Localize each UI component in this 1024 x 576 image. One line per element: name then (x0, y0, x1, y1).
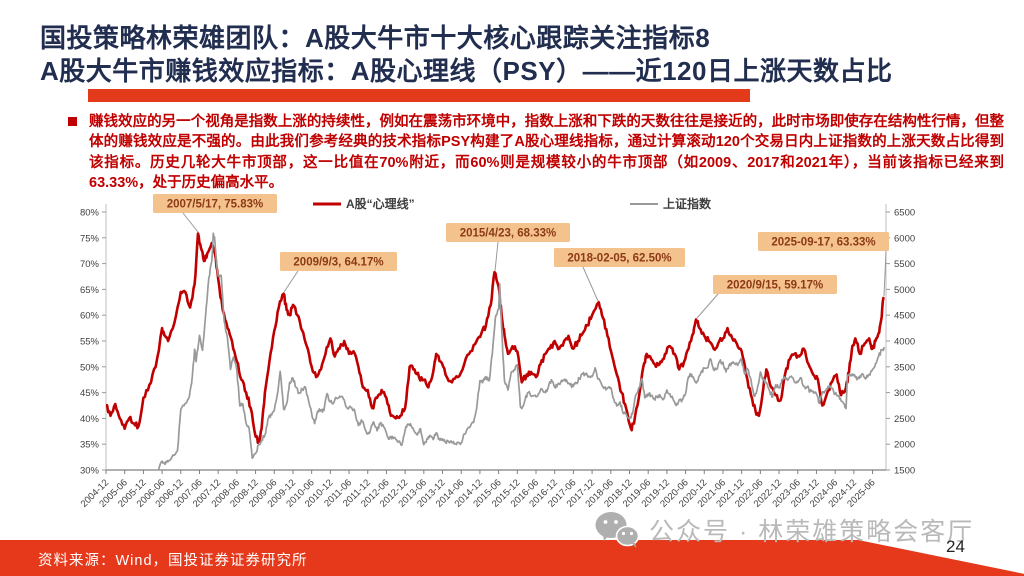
right-axis-label: 1500 (894, 466, 915, 477)
index-line (157, 232, 885, 470)
right-axis-label: 4500 (894, 311, 915, 322)
title-line-1: 国投策略林荣雄团队：A股大牛市十大核心跟踪关注指标8 (40, 23, 711, 53)
annotation-label: 2018-02-05, 62.50% (567, 253, 671, 265)
right-axis-label: 2000 (894, 440, 915, 451)
watermark: 公众号 · 林荣雄策略会客厅 (594, 510, 974, 550)
legend-label: 上证指数 (663, 196, 712, 211)
watermark-text: 公众号 · 林荣雄策略会客厅 (649, 518, 975, 546)
annotation-label: 2009/9/3, 64.17% (293, 257, 383, 269)
annotation: 2015/4/23, 68.33% (446, 223, 570, 272)
right-axis-label: 6500 (894, 208, 915, 219)
annotation: 2018-02-05, 62.50% (554, 248, 685, 302)
source-note: 资料来源：Wind，国投证券证券研究所 (38, 553, 308, 569)
legend-label: A股“心理线” (346, 196, 415, 211)
left-axis-label: 30% (80, 466, 100, 477)
right-axis-label: 2500 (894, 414, 915, 425)
annotation-label: 2007/5/17, 75.83% (167, 199, 264, 211)
legend: A股“心理线” 上证指数 (313, 196, 712, 211)
annotation-box (280, 252, 397, 271)
title-line-2: A股大牛市赚钱效应指标：A股心理线（PSY）——近120日上涨天数占比 (40, 56, 893, 86)
footer-red-band: 资料来源：Wind，国投证券证券研究所 (0, 540, 1024, 576)
annotation-box (446, 223, 570, 242)
right-axis-label: 5500 (894, 259, 915, 270)
page-number: 24 (946, 537, 965, 556)
annotation-box (758, 232, 889, 251)
chart-svg: 80% 75% 70% 65% 60% 55% 50% 45% 40% 35% 30% 6500 600… (79, 194, 915, 510)
annotation-label: 2025-09-17, 63.33% (771, 237, 875, 249)
annotation-box (713, 275, 837, 294)
left-axis-label: 35% (80, 440, 100, 451)
left-axis-label: 50% (80, 362, 100, 373)
annotation-box (554, 248, 685, 267)
page-title: 国投策略林荣雄团队：A股大牛市十大核心跟踪关注指标8 A股大牛市赚钱效应指标：A… (40, 22, 1020, 88)
right-axis-label: 3500 (894, 362, 915, 373)
annotation-label: 2020/9/15, 59.17% (727, 280, 824, 292)
annotation: 2020/9/15, 59.17% (696, 275, 837, 319)
left-axis-label: 45% (80, 388, 100, 399)
annotation: 2009/9/3, 64.17% (280, 252, 397, 293)
summary-text: 赚钱效应的另一个视角是指数上涨的持续性，例如在震荡市环境中，指数上涨和下跌的天数… (89, 114, 1004, 191)
left-axis-label: 70% (80, 259, 100, 270)
title-underline-bar (88, 89, 750, 102)
left-axis-label: 75% (80, 233, 100, 244)
psy-chart: 80% 75% 70% 65% 60% 55% 50% 45% 40% 35% 30% 6500 600… (58, 192, 938, 542)
annotation: 2025-09-17, 63.33% (758, 232, 889, 297)
right-axis-label: 6000 (894, 233, 915, 244)
left-axis-label: 65% (80, 285, 100, 296)
left-axis-label: 80% (80, 208, 100, 219)
left-axis-label: 60% (80, 311, 100, 322)
bullet-square-icon (68, 117, 77, 126)
right-axis-label: 4000 (894, 337, 915, 348)
summary-paragraph: 赚钱效应的另一个视角是指数上涨的持续性，例如在震荡市环境中，指数上涨和下跌的天数… (68, 112, 1004, 193)
annotation-box (153, 194, 277, 213)
left-axis-label: 55% (80, 337, 100, 348)
left-axis-label: 40% (80, 414, 100, 425)
annotation: 2007/5/17, 75.83% (153, 194, 277, 233)
psy-line (106, 232, 885, 444)
right-axis-label: 5000 (894, 285, 915, 296)
annotation-label: 2015/4/23, 68.33% (460, 228, 557, 240)
right-axis-label: 3000 (894, 388, 915, 399)
wechat-icon (595, 512, 640, 548)
